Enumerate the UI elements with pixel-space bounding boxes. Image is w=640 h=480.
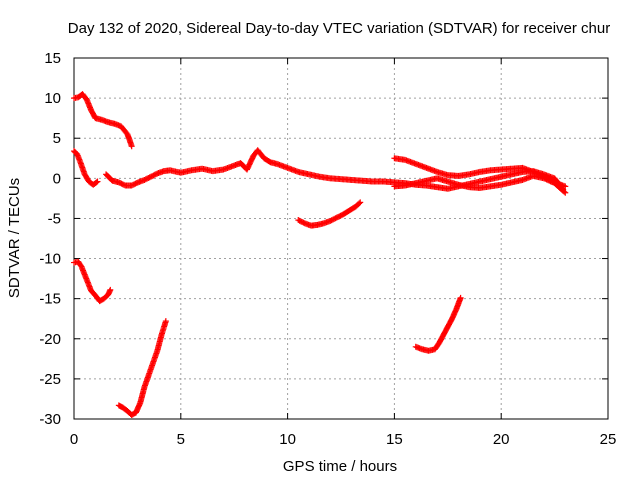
x-axis-label: GPS time / hours: [283, 458, 397, 475]
y-tick-label: 5: [53, 130, 61, 147]
data-points: [71, 91, 569, 418]
data-point: [548, 178, 555, 185]
series-arc-f: [295, 199, 364, 229]
x-axis-ticks: 0 5 10 15 20 25: [70, 58, 617, 448]
series-arc-e: [391, 172, 569, 196]
x-tick-label: 10: [279, 431, 296, 448]
data-point: [107, 286, 114, 293]
y-axis-ticks: -30 -25 -20 -15 -10 -5 0 5 10 15: [39, 50, 608, 428]
data-point: [562, 183, 569, 190]
data-point: [356, 200, 363, 207]
data-point: [162, 318, 169, 325]
data-point: [543, 176, 550, 183]
series-arc-b: [71, 148, 101, 188]
y-tick-label: -25: [39, 371, 61, 388]
data-point: [457, 294, 464, 301]
data-point: [547, 178, 554, 185]
data-point: [357, 199, 364, 206]
y-axis-label: SDTVAR / TECUs: [6, 178, 23, 298]
y-tick-label: 0: [53, 170, 61, 187]
series-arc-c: [103, 147, 567, 193]
x-tick-label: 25: [600, 431, 617, 448]
y-tick-label: 15: [44, 50, 61, 67]
y-tick-label: -20: [39, 331, 61, 348]
x-tick-label: 5: [177, 431, 185, 448]
grid-lines: [74, 58, 608, 419]
y-tick-label: 10: [44, 90, 61, 107]
data-point: [542, 175, 549, 182]
x-tick-label: 0: [70, 431, 78, 448]
series-arc-i: [115, 318, 169, 418]
data-point: [562, 189, 569, 196]
plot-frame: [73, 57, 609, 420]
data-point: [540, 175, 547, 182]
x-tick-label: 15: [386, 431, 403, 448]
series-arc-h: [71, 258, 114, 305]
series-arc-a: [71, 91, 135, 150]
x-tick-label: 20: [493, 431, 510, 448]
data-point: [544, 177, 551, 184]
data-point: [128, 143, 135, 150]
series-arc-g: [412, 294, 464, 354]
data-point: [94, 178, 101, 185]
y-tick-label: -5: [48, 210, 61, 227]
chart-title: Day 132 of 2020, Sidereal Day-to-day VTE…: [68, 20, 610, 37]
data-point: [93, 179, 100, 186]
data-point: [561, 188, 568, 195]
y-tick-label: -30: [39, 411, 61, 428]
data-point: [546, 177, 553, 184]
y-tick-label: -15: [39, 291, 61, 308]
y-tick-label: -10: [39, 251, 61, 268]
